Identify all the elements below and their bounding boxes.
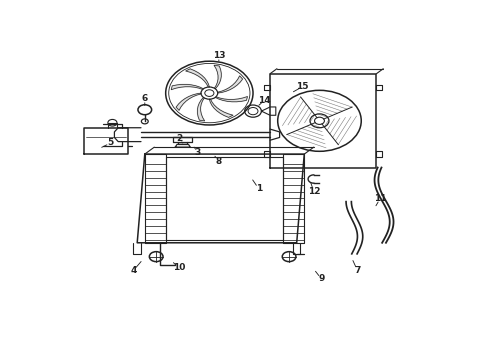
Text: 9: 9 <box>318 274 324 283</box>
Text: 11: 11 <box>374 194 387 203</box>
Text: 15: 15 <box>296 82 309 91</box>
Text: 14: 14 <box>258 96 271 105</box>
Polygon shape <box>176 93 201 111</box>
Text: 2: 2 <box>176 134 182 143</box>
Polygon shape <box>209 99 233 117</box>
Text: 4: 4 <box>130 266 137 275</box>
Text: 1: 1 <box>256 184 262 193</box>
Polygon shape <box>214 65 221 89</box>
Polygon shape <box>186 69 209 87</box>
Text: 8: 8 <box>216 157 222 166</box>
Polygon shape <box>197 98 205 121</box>
Text: 10: 10 <box>173 263 185 272</box>
Polygon shape <box>218 76 243 93</box>
Text: 5: 5 <box>107 139 114 148</box>
Text: 3: 3 <box>195 148 201 157</box>
Polygon shape <box>215 96 247 102</box>
Text: 13: 13 <box>213 51 225 60</box>
Text: 6: 6 <box>142 94 148 103</box>
Text: 7: 7 <box>354 266 361 275</box>
Polygon shape <box>171 84 203 90</box>
Text: 12: 12 <box>308 187 320 196</box>
